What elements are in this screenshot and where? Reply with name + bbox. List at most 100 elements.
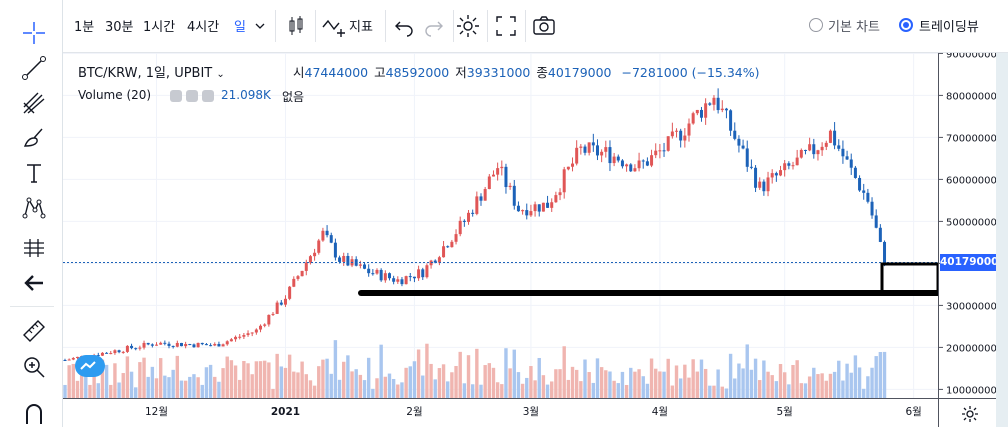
volume-bar (637, 369, 641, 398)
candle-body (71, 358, 75, 360)
chart-plot-area[interactable] (63, 53, 938, 398)
magnet-tool-icon[interactable] (16, 397, 52, 427)
price-axis-labels: 90000000 80000000 70000000 60000000 50000000… (938, 53, 996, 396)
volume-bar (537, 357, 541, 398)
volume-bar (375, 378, 379, 398)
candle-body (824, 142, 828, 147)
volume-bar (500, 384, 504, 398)
volume-bar (716, 369, 720, 398)
ruler-tool-icon[interactable] (16, 316, 52, 346)
candle-body (654, 150, 658, 156)
volume-bar (591, 382, 596, 398)
candle-body (383, 273, 387, 281)
indicators-icon[interactable] (321, 13, 347, 39)
candle-body (392, 278, 396, 282)
volume-bar (520, 383, 525, 398)
volume-bar (317, 366, 321, 398)
volume-bar (470, 384, 475, 398)
indicators-button[interactable]: 지표 (349, 20, 373, 35)
fullscreen-icon[interactable] (493, 13, 519, 39)
candle-body (533, 204, 537, 212)
candle-type-icon[interactable] (283, 13, 309, 39)
candle-body (878, 227, 882, 242)
trend-line-tool-icon[interactable] (16, 53, 52, 83)
visibility-eye-icon[interactable] (170, 90, 182, 102)
volume-bar (737, 363, 741, 398)
volume-bar (878, 352, 883, 398)
volume-bar (604, 370, 608, 398)
volume-bar (396, 384, 400, 398)
volume-bar (479, 384, 483, 398)
volume-bar (146, 376, 150, 398)
candle-body (566, 166, 570, 170)
pitchfork-tool-icon[interactable] (16, 88, 52, 118)
volume-bar (408, 366, 412, 398)
candle-body (333, 242, 337, 258)
volume-legend[interactable]: Volume (20) (78, 88, 151, 102)
interval-4h-button[interactable]: 4시간 (187, 20, 220, 35)
volume-bar (208, 364, 213, 398)
candle-body (808, 144, 812, 151)
interval-30m-button[interactable]: 30분 (105, 20, 134, 35)
drawing-toolbar (0, 0, 63, 427)
basic-chart-radio[interactable] (809, 18, 823, 32)
prediction-tool-icon[interactable] (16, 233, 52, 263)
volume-bar (529, 366, 533, 398)
settings-small-icon[interactable] (186, 90, 198, 102)
tradingview-radio[interactable] (899, 18, 913, 32)
tradingview-label[interactable]: 트레이딩뷰 (919, 20, 979, 35)
volume-bar (699, 359, 704, 398)
volume-bar (475, 348, 479, 398)
symbol-legend[interactable]: BTC/KRW, 1일, UPBIT ⌄ (78, 66, 225, 81)
volume-bar (337, 379, 342, 398)
interval-1m-button[interactable]: 1분 (74, 20, 95, 35)
chevron-down-icon[interactable] (253, 16, 267, 36)
candle-body (288, 286, 292, 299)
volume-bar (658, 371, 662, 398)
axis-corner[interactable] (938, 398, 996, 427)
volume-bar (703, 368, 708, 398)
volume-bar (558, 369, 562, 398)
candle-body (105, 352, 109, 354)
camera-screenshot-icon[interactable] (531, 13, 557, 39)
volume-bar (841, 380, 845, 398)
candle-body (271, 313, 275, 315)
candle-body (766, 177, 770, 192)
undo-icon[interactable] (391, 13, 417, 39)
candle-body (662, 150, 666, 152)
text-tool-icon[interactable] (16, 158, 52, 188)
interval-1h-button[interactable]: 1시간 (143, 20, 176, 35)
box-annotation[interactable] (880, 262, 938, 295)
open-label: 시 (293, 65, 305, 80)
volume-bar (183, 380, 188, 398)
settings-gear-icon[interactable] (455, 13, 481, 39)
volume-bar (325, 358, 329, 398)
zoom-in-icon[interactable] (16, 352, 52, 382)
volume-bar (233, 365, 238, 398)
back-arrow-icon[interactable] (16, 268, 52, 298)
candle-body (217, 343, 221, 347)
volume-bar (832, 371, 837, 398)
volume-bar (366, 357, 371, 398)
crosshair-tool-icon[interactable] (16, 18, 52, 48)
candle-body (167, 343, 171, 346)
volume-bar (799, 383, 804, 398)
price-axis[interactable] (938, 53, 996, 398)
candle-body (716, 97, 720, 111)
candle-body (171, 345, 175, 347)
time-axis[interactable] (63, 398, 938, 427)
gear-icon[interactable] (961, 405, 979, 423)
interval-1d-button[interactable]: 일 (234, 20, 246, 35)
volume-bar (75, 380, 80, 398)
candle-body (387, 273, 391, 279)
brush-tool-icon[interactable] (16, 123, 52, 153)
volume-bar (683, 364, 687, 398)
redo-icon[interactable] (421, 13, 447, 39)
pattern-tool-icon[interactable] (16, 193, 52, 223)
candle-body (421, 269, 425, 278)
volume-bar (866, 376, 870, 398)
candle-body (379, 269, 383, 281)
remove-indicator-icon[interactable] (202, 90, 214, 102)
basic-chart-label[interactable]: 기본 차트 (828, 20, 880, 35)
